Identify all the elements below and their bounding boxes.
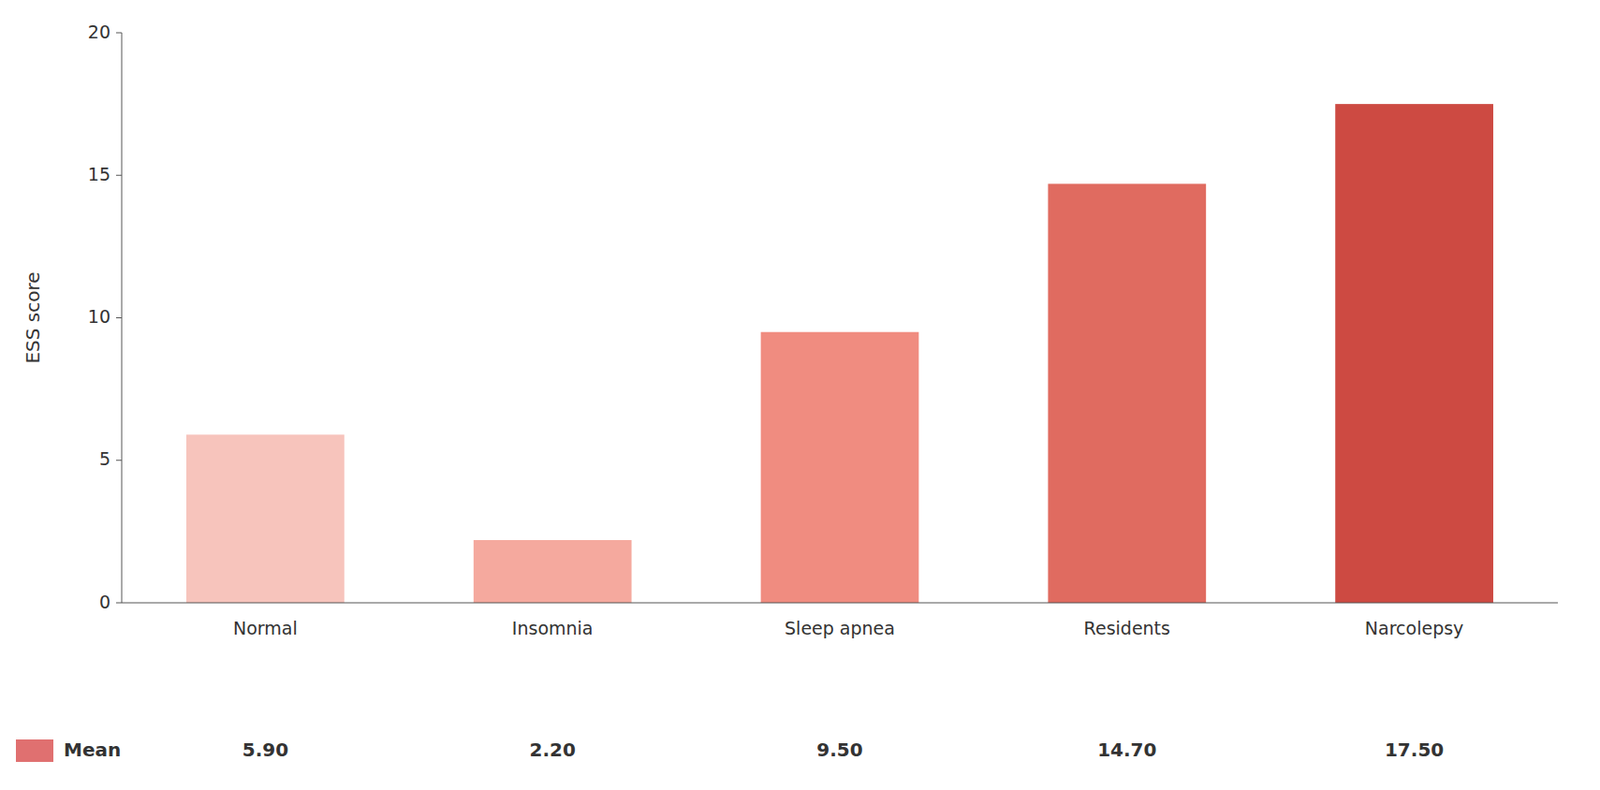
legend-label: Mean	[63, 738, 121, 762]
y-tick-label: 15	[88, 163, 111, 185]
data-label: 2.20	[529, 738, 576, 762]
x-tick-label: Narcolepsy	[1365, 617, 1465, 639]
x-axis-line	[121, 602, 1558, 604]
data-label: 17.50	[1384, 738, 1444, 762]
bars	[186, 103, 1494, 603]
bar	[1335, 103, 1494, 603]
y-axis-label: ESS score	[21, 271, 45, 364]
y-tick-label: 20	[88, 21, 111, 43]
x-tick-label: Insomnia	[512, 617, 594, 639]
data-label: 9.50	[816, 738, 863, 762]
x-tick-label: Sleep apnea	[784, 617, 896, 639]
chart-container: 0 5 10 15 20 ESS score Normal Insomnia Sleep apn…	[0, 0, 1600, 790]
y-tick	[116, 317, 122, 319]
chart-svg: 0 5 10 15 20 ESS score Normal Insomnia Sleep apn…	[0, 0, 1600, 790]
y-tick-label: 0	[99, 591, 111, 613]
y-tick	[116, 602, 122, 604]
y-tick	[116, 459, 122, 461]
data-label: 5.90	[242, 738, 289, 762]
bar	[1047, 183, 1206, 603]
legend-swatch	[15, 739, 54, 763]
bar	[186, 434, 345, 603]
y-tick-label: 5	[99, 448, 111, 470]
x-tick-label: Normal	[233, 617, 298, 639]
y-tick	[116, 32, 122, 34]
bar	[761, 332, 920, 603]
x-tick-label: Residents	[1084, 617, 1171, 639]
y-tick	[116, 175, 122, 177]
bar	[473, 540, 632, 603]
y-tick-label: 10	[88, 306, 111, 327]
data-label: 14.70	[1097, 738, 1157, 762]
